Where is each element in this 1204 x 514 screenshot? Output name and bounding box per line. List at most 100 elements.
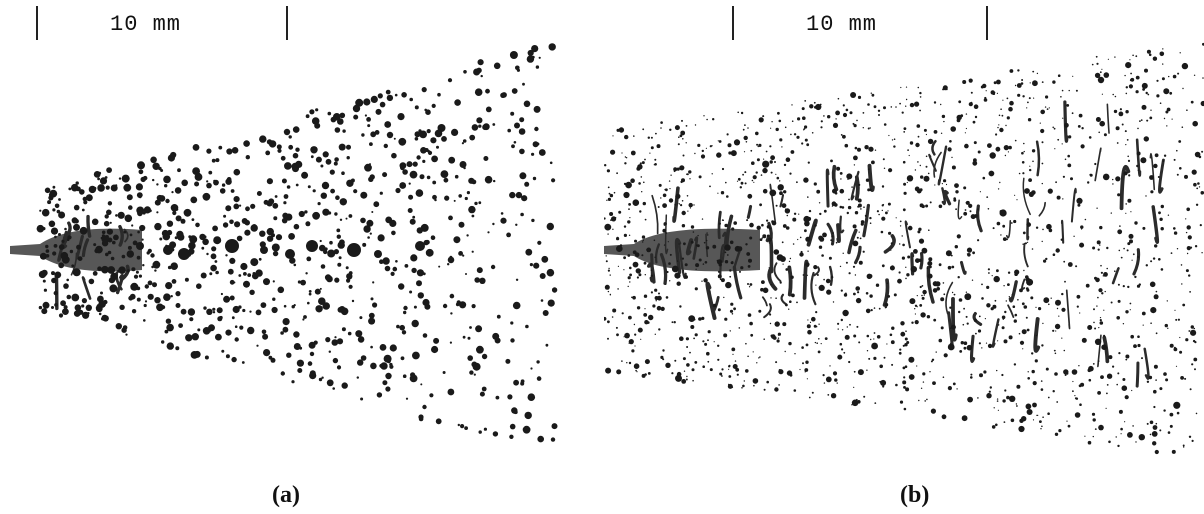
droplet — [742, 128, 745, 131]
droplet — [63, 283, 69, 289]
droplet — [1121, 385, 1128, 392]
droplet — [721, 368, 724, 371]
droplet — [206, 308, 213, 315]
droplet — [165, 318, 172, 324]
droplet — [1025, 277, 1030, 282]
droplet — [154, 297, 161, 304]
droplet — [1159, 217, 1163, 221]
droplet — [300, 279, 306, 286]
droplet — [983, 370, 987, 374]
droplet — [1188, 330, 1191, 332]
droplet — [143, 206, 151, 214]
droplet — [728, 375, 732, 378]
droplet — [965, 200, 970, 205]
droplet — [819, 103, 822, 106]
droplet — [297, 280, 301, 284]
droplet — [348, 284, 353, 289]
droplet — [805, 343, 809, 347]
droplet — [997, 188, 1000, 190]
droplet — [1117, 444, 1120, 448]
droplet — [524, 411, 532, 420]
droplet — [902, 380, 907, 385]
droplet — [966, 344, 973, 351]
droplet — [905, 105, 907, 107]
droplet — [1180, 376, 1184, 380]
droplet — [476, 345, 484, 354]
droplet — [1125, 92, 1128, 95]
droplet — [636, 371, 638, 373]
droplet — [888, 231, 892, 235]
droplet — [835, 110, 840, 116]
droplet — [1173, 227, 1176, 230]
droplet — [363, 225, 371, 233]
droplet — [647, 136, 650, 139]
droplet — [1063, 369, 1069, 375]
droplet — [415, 189, 424, 197]
droplet — [859, 237, 862, 240]
droplet — [873, 338, 875, 340]
droplet — [1135, 75, 1140, 80]
droplet — [1079, 312, 1081, 314]
droplet — [369, 232, 372, 235]
droplet — [993, 275, 1000, 283]
droplet — [368, 317, 376, 325]
droplet — [1142, 226, 1146, 230]
droplet — [1149, 116, 1153, 120]
droplet — [831, 205, 834, 207]
droplet — [837, 322, 840, 325]
ligament — [779, 194, 785, 208]
droplet — [805, 236, 811, 242]
droplet — [192, 167, 201, 175]
droplet — [492, 222, 495, 226]
droplet — [942, 376, 945, 379]
droplet — [923, 128, 927, 132]
droplet — [927, 172, 930, 175]
droplet — [324, 274, 332, 281]
droplet — [618, 210, 622, 214]
droplet — [1003, 421, 1006, 423]
droplet — [147, 248, 152, 253]
droplet — [105, 252, 109, 257]
droplet — [666, 270, 669, 274]
droplet — [745, 141, 748, 143]
droplet — [1062, 175, 1065, 178]
droplet — [371, 211, 374, 213]
droplet — [471, 179, 477, 185]
droplet — [430, 137, 437, 144]
droplet — [886, 343, 888, 345]
droplet — [1149, 420, 1154, 425]
droplet — [1150, 109, 1152, 111]
droplet — [676, 260, 679, 262]
droplet — [923, 294, 925, 296]
droplet — [823, 209, 827, 213]
droplet — [482, 124, 488, 131]
droplet — [845, 108, 849, 112]
droplet — [769, 322, 772, 325]
droplet — [535, 65, 540, 69]
droplet — [1080, 382, 1085, 387]
droplet — [536, 360, 540, 364]
droplet — [458, 194, 463, 198]
droplet — [119, 304, 125, 310]
droplet — [181, 179, 188, 187]
droplet — [701, 316, 705, 320]
droplet — [657, 295, 662, 301]
droplet — [807, 250, 809, 252]
ligament — [654, 243, 661, 264]
droplet — [137, 161, 145, 170]
droplet — [1021, 302, 1025, 306]
droplet — [1013, 219, 1017, 224]
droplet — [258, 257, 262, 261]
droplet — [1125, 354, 1130, 359]
droplet — [797, 117, 801, 121]
droplet — [1093, 321, 1095, 324]
droplet — [126, 269, 130, 273]
droplet — [933, 101, 937, 104]
droplet — [87, 312, 90, 315]
ligament — [825, 168, 830, 208]
droplet — [1099, 319, 1102, 322]
droplet — [646, 248, 648, 251]
droplet — [1075, 89, 1078, 92]
droplet — [947, 343, 955, 351]
droplet — [101, 240, 109, 247]
